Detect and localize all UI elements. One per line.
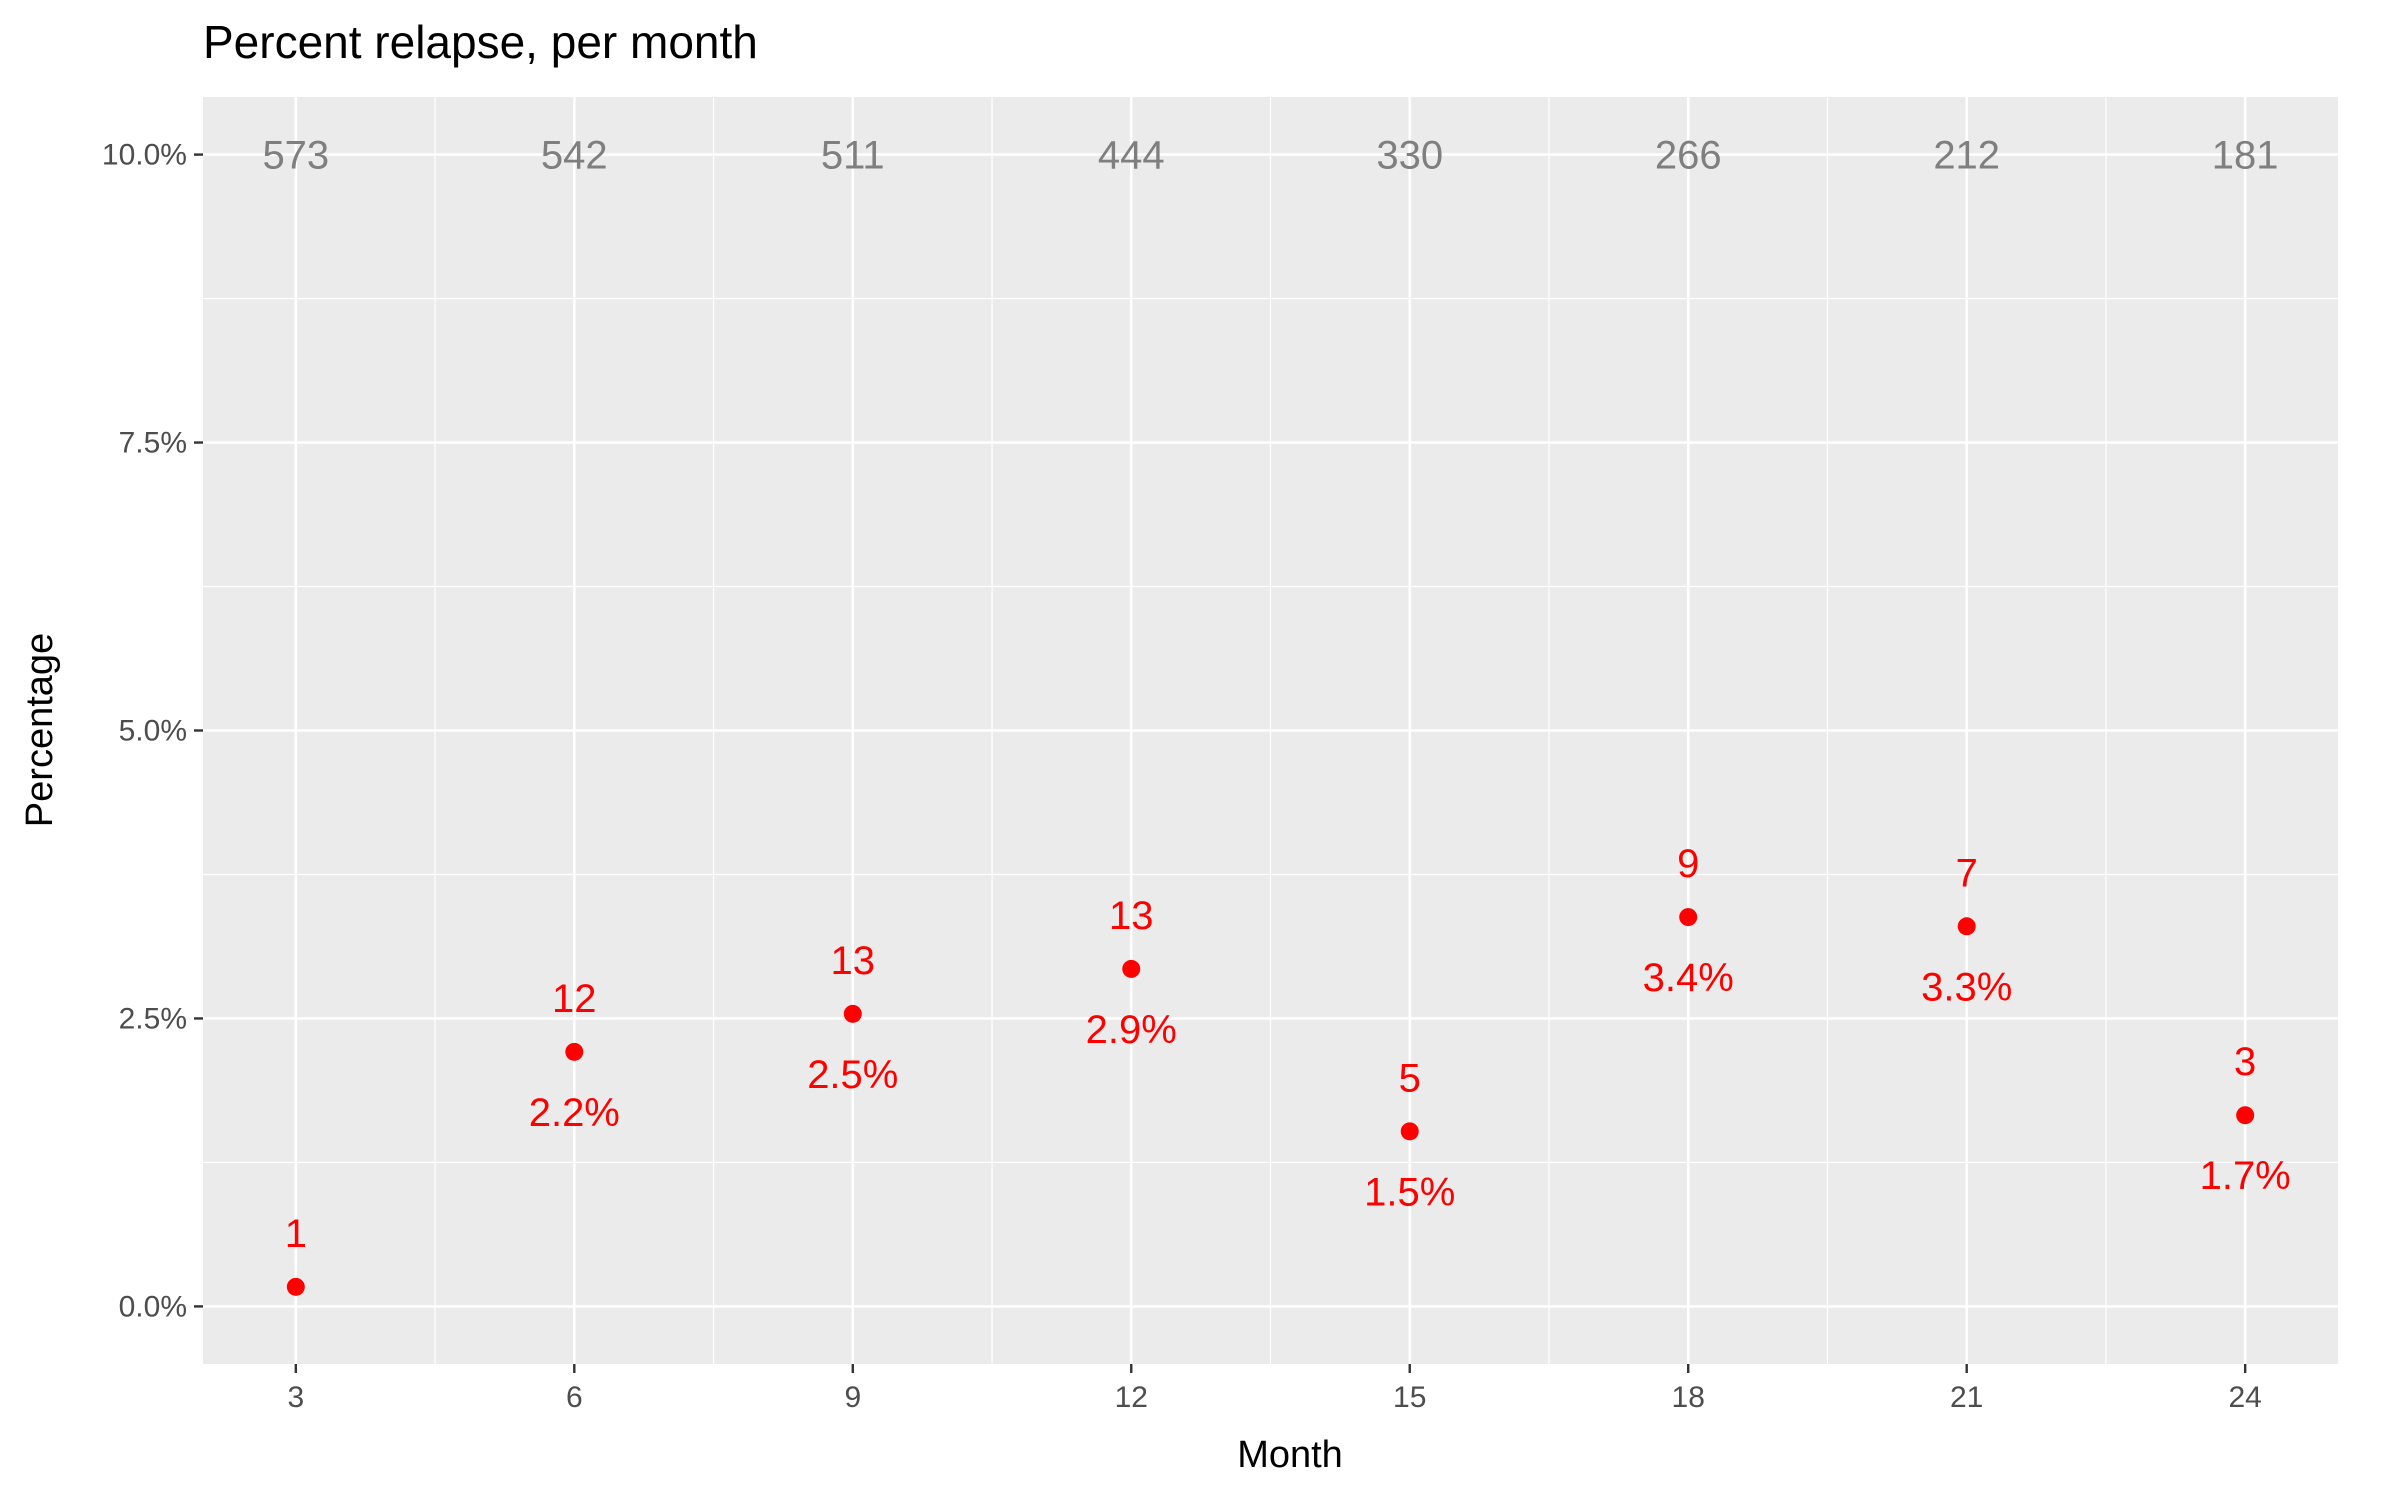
chart-title: Percent relapse, per month xyxy=(203,16,758,68)
at-risk-count-label: 542 xyxy=(541,134,608,178)
data-point xyxy=(843,1004,862,1023)
at-risk-count-label: 212 xyxy=(1933,134,2000,178)
data-point xyxy=(286,1277,305,1296)
y-tick-label: 10.0% xyxy=(102,139,187,172)
x-tick-label: 24 xyxy=(2228,1381,2261,1414)
at-risk-count-label: 511 xyxy=(821,134,885,178)
x-tick-label: 15 xyxy=(1393,1381,1426,1414)
x-tick-label: 18 xyxy=(1672,1381,1705,1414)
at-risk-count-label: 444 xyxy=(1098,134,1165,178)
data-point xyxy=(1679,908,1698,927)
relapse-count-label: 13 xyxy=(831,939,876,983)
relapse-count-label: 7 xyxy=(1956,851,1978,895)
at-risk-count-label: 573 xyxy=(262,134,329,178)
at-risk-count-label: 181 xyxy=(2212,134,2279,178)
y-axis-title: Percentage xyxy=(19,633,61,827)
data-point xyxy=(1122,959,1141,978)
y-tick-label: 5.0% xyxy=(119,715,187,748)
x-axis-title: Month xyxy=(1237,1434,1343,1476)
relapse-count-label: 12 xyxy=(552,977,597,1021)
relapse-count-label: 13 xyxy=(1109,894,1154,938)
percent-label: 1.5% xyxy=(1364,1170,1455,1214)
at-risk-count-label: 266 xyxy=(1655,134,1722,178)
x-tick-label: 9 xyxy=(844,1381,861,1414)
relapse-count-label: 3 xyxy=(2234,1040,2256,1084)
x-tick-label: 12 xyxy=(1115,1381,1148,1414)
x-tick-label: 21 xyxy=(1950,1381,1983,1414)
relapse-count-label: 9 xyxy=(1677,842,1699,886)
data-point xyxy=(1400,1122,1419,1141)
data-marks: 573 542 511 444 330 266 212 1811122.2%132.5%132… xyxy=(262,134,2291,1296)
percent-label: 2.2% xyxy=(529,1091,620,1135)
data-point xyxy=(565,1042,584,1061)
y-tick-label: 7.5% xyxy=(119,427,187,460)
y-tick-label: 2.5% xyxy=(119,1002,187,1035)
relapse-count-label: 5 xyxy=(1399,1056,1421,1100)
data-point xyxy=(1957,917,1976,936)
x-tick-label: 3 xyxy=(287,1381,304,1414)
relapse-count-label: 1 xyxy=(285,1212,307,1256)
percent-label: 3.3% xyxy=(1921,965,2012,1009)
at-risk-count-label: 330 xyxy=(1376,134,1443,178)
percent-label: 2.9% xyxy=(1086,1008,1177,1052)
percent-label: 3.4% xyxy=(1643,956,1734,1000)
x-tick-label: 6 xyxy=(566,1381,583,1414)
percent-label: 2.5% xyxy=(807,1053,898,1097)
data-point xyxy=(2236,1106,2255,1125)
axes: 0.0%2.5%5.0%7.5%10.0%3 6 9 12 15 18 21 24 xyxy=(102,139,2262,1414)
percent-label: 1.7% xyxy=(2200,1154,2291,1198)
y-tick-label: 0.0% xyxy=(119,1290,187,1323)
grid-lines xyxy=(203,97,2338,1364)
